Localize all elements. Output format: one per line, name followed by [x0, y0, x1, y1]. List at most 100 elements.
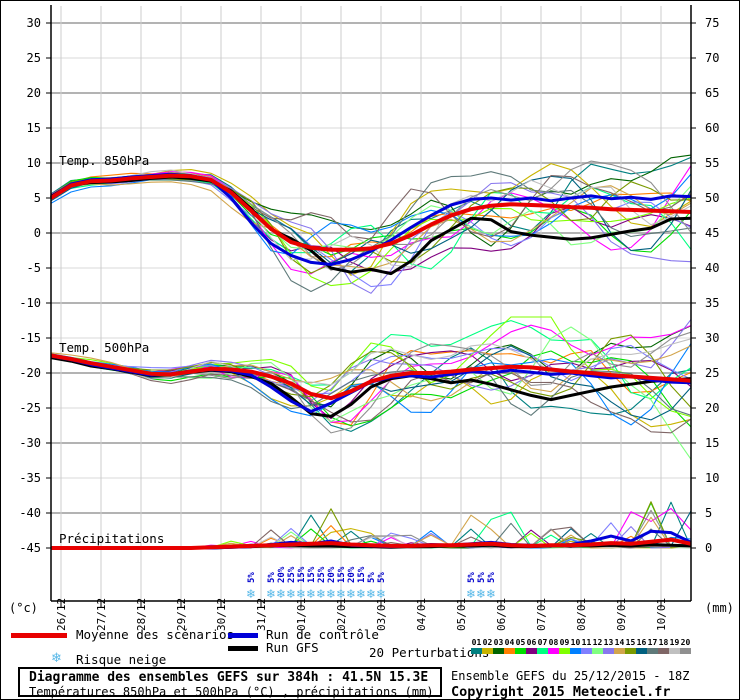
- perturbation-legend-cell: 11: [581, 638, 592, 654]
- perturbation-legend-cell: 03: [493, 638, 504, 654]
- temp850-mean-line: [49, 173, 692, 252]
- left-tick-label: 10: [27, 156, 41, 170]
- date-label: 26/12: [55, 598, 68, 631]
- date-label: 04/01: [415, 598, 428, 631]
- snow-risk-percent: 25%: [287, 566, 297, 583]
- perturbation-legend-cell: 18: [658, 638, 669, 654]
- snowflake-icon: ❄: [356, 587, 366, 601]
- perturbation-number: 01: [471, 638, 482, 647]
- left-tick-label: -45: [19, 541, 41, 555]
- perturbation-swatch: [636, 648, 647, 654]
- snow-risk-percent: 15%: [307, 566, 317, 583]
- left-tick-label: -5: [27, 261, 41, 275]
- snowflake-icon: ❄: [296, 587, 306, 601]
- perturbation-swatch: [614, 648, 625, 654]
- left-tick-label: -20: [19, 366, 41, 380]
- snowflake-icon: ❄: [246, 587, 256, 601]
- snow-risk-percent: 5%: [467, 572, 477, 583]
- left-axis-unit: (°c): [9, 601, 38, 615]
- left-tick-label: -15: [19, 331, 41, 345]
- right-tick-label: 10: [705, 471, 719, 485]
- perturbation-number: 06: [526, 638, 537, 647]
- perturbation-legend-cell: 06: [526, 638, 537, 654]
- perturbation-swatch: [603, 648, 614, 654]
- snowflake-icon: ❄: [366, 587, 376, 601]
- date-label: 28/12: [135, 598, 148, 631]
- perturbation-number: 17: [647, 638, 658, 647]
- date-label: 03/01: [375, 598, 388, 631]
- left-tick-label: -40: [19, 506, 41, 520]
- snowflake-icon: ❄: [376, 587, 386, 601]
- snow-risk-percent: 5%: [487, 572, 497, 583]
- panel-label-temp850: Temp. 850hPa: [59, 153, 149, 168]
- snowflake-icon: ❄: [326, 587, 336, 601]
- snow-risk-percent: 5%: [247, 572, 257, 583]
- date-label: 31/12: [255, 598, 268, 631]
- perturbation-legend-cell: 02: [482, 638, 493, 654]
- snow-risk-percent: 5%: [267, 572, 277, 583]
- perturbation-line-04: [50, 172, 692, 258]
- snow-risk-percent: 15%: [357, 566, 367, 583]
- chart-title: Diagramme des ensembles GEFS sur 384h : …: [29, 670, 429, 685]
- legend-perturbations-label: 20 Perturbations: [369, 645, 490, 660]
- chart-title-box: Diagramme des ensembles GEFS sur 384h : …: [18, 667, 442, 699]
- snowflake-icon: ❄: [466, 587, 476, 601]
- run-info: Ensemble GEFS du 25/12/2015 - 18Z: [451, 669, 690, 683]
- left-tick-label: 30: [27, 16, 41, 30]
- right-tick-label: 15: [705, 436, 719, 450]
- perturbation-legend-cell: 19: [669, 638, 680, 654]
- left-tick-label: 15: [27, 121, 41, 135]
- snowflake-icon: ❄: [486, 587, 496, 601]
- snow-risk-percent: 5%: [367, 572, 377, 583]
- chart-subtitle: Températures 850hPa et 500hPa (°C) , pré…: [29, 685, 434, 699]
- perturbation-legend-cell: 20: [680, 638, 691, 654]
- perturbation-number: 13: [603, 638, 614, 647]
- right-tick-label: 20: [705, 401, 719, 415]
- legend-mean-label: Moyenne des scénarios: [76, 627, 235, 642]
- perturbation-swatch: [658, 648, 669, 654]
- perturbation-line-02: [50, 357, 692, 428]
- perturbation-number: 03: [493, 638, 504, 647]
- perturbation-number: 15: [625, 638, 636, 647]
- left-tick-label: -35: [19, 471, 41, 485]
- perturbation-line-17: [50, 171, 692, 293]
- perturbation-number: 07: [537, 638, 548, 647]
- right-tick-label: 65: [705, 86, 719, 100]
- snow-risk-percent: 20%: [347, 566, 357, 583]
- perturbation-number: 02: [482, 638, 493, 647]
- perturbation-swatch: [493, 648, 504, 654]
- perturbation-number: 05: [515, 638, 526, 647]
- panel-label-precipitations: Précipitations: [59, 531, 164, 546]
- perturbation-swatch: [570, 648, 581, 654]
- snow-risk-percent: 25%: [317, 566, 327, 583]
- date-label: 09/01: [615, 598, 628, 631]
- perturbation-number: 12: [592, 638, 603, 647]
- right-tick-label: 75: [705, 16, 719, 30]
- snow-risk-percent: 20%: [277, 566, 287, 583]
- date-label: 05/01: [455, 598, 468, 631]
- perturbation-swatch: [548, 648, 559, 654]
- perturbation-swatch: [526, 648, 537, 654]
- perturbation-swatch: [482, 648, 493, 654]
- perturbation-swatch: [680, 648, 691, 654]
- right-tick-label: 60: [705, 121, 719, 135]
- perturbation-swatch: [515, 648, 526, 654]
- date-label: 02/01: [335, 598, 348, 631]
- perturbation-swatch: [647, 648, 658, 654]
- perturbation-legend-cell: 04: [504, 638, 515, 654]
- snowflake-icon: ❄: [476, 587, 486, 601]
- legend-control-label: Run de contrôle: [266, 627, 379, 642]
- date-label: 27/12: [95, 598, 108, 631]
- perturbation-legend-cell: 07: [537, 638, 548, 654]
- perturbation-number: 09: [559, 638, 570, 647]
- perturbation-legend-cell: 09: [559, 638, 570, 654]
- legend-gfs-label: Run GFS: [266, 640, 319, 655]
- perturbation-swatch: [537, 648, 548, 654]
- gfs-line-swatch: [228, 646, 258, 651]
- perturbation-number: 08: [548, 638, 559, 647]
- left-tick-label: -25: [19, 401, 41, 415]
- snow-risk-percent: 20%: [327, 566, 337, 583]
- perturbation-swatch: [592, 648, 603, 654]
- perturbation-legend-cell: 01: [471, 638, 482, 654]
